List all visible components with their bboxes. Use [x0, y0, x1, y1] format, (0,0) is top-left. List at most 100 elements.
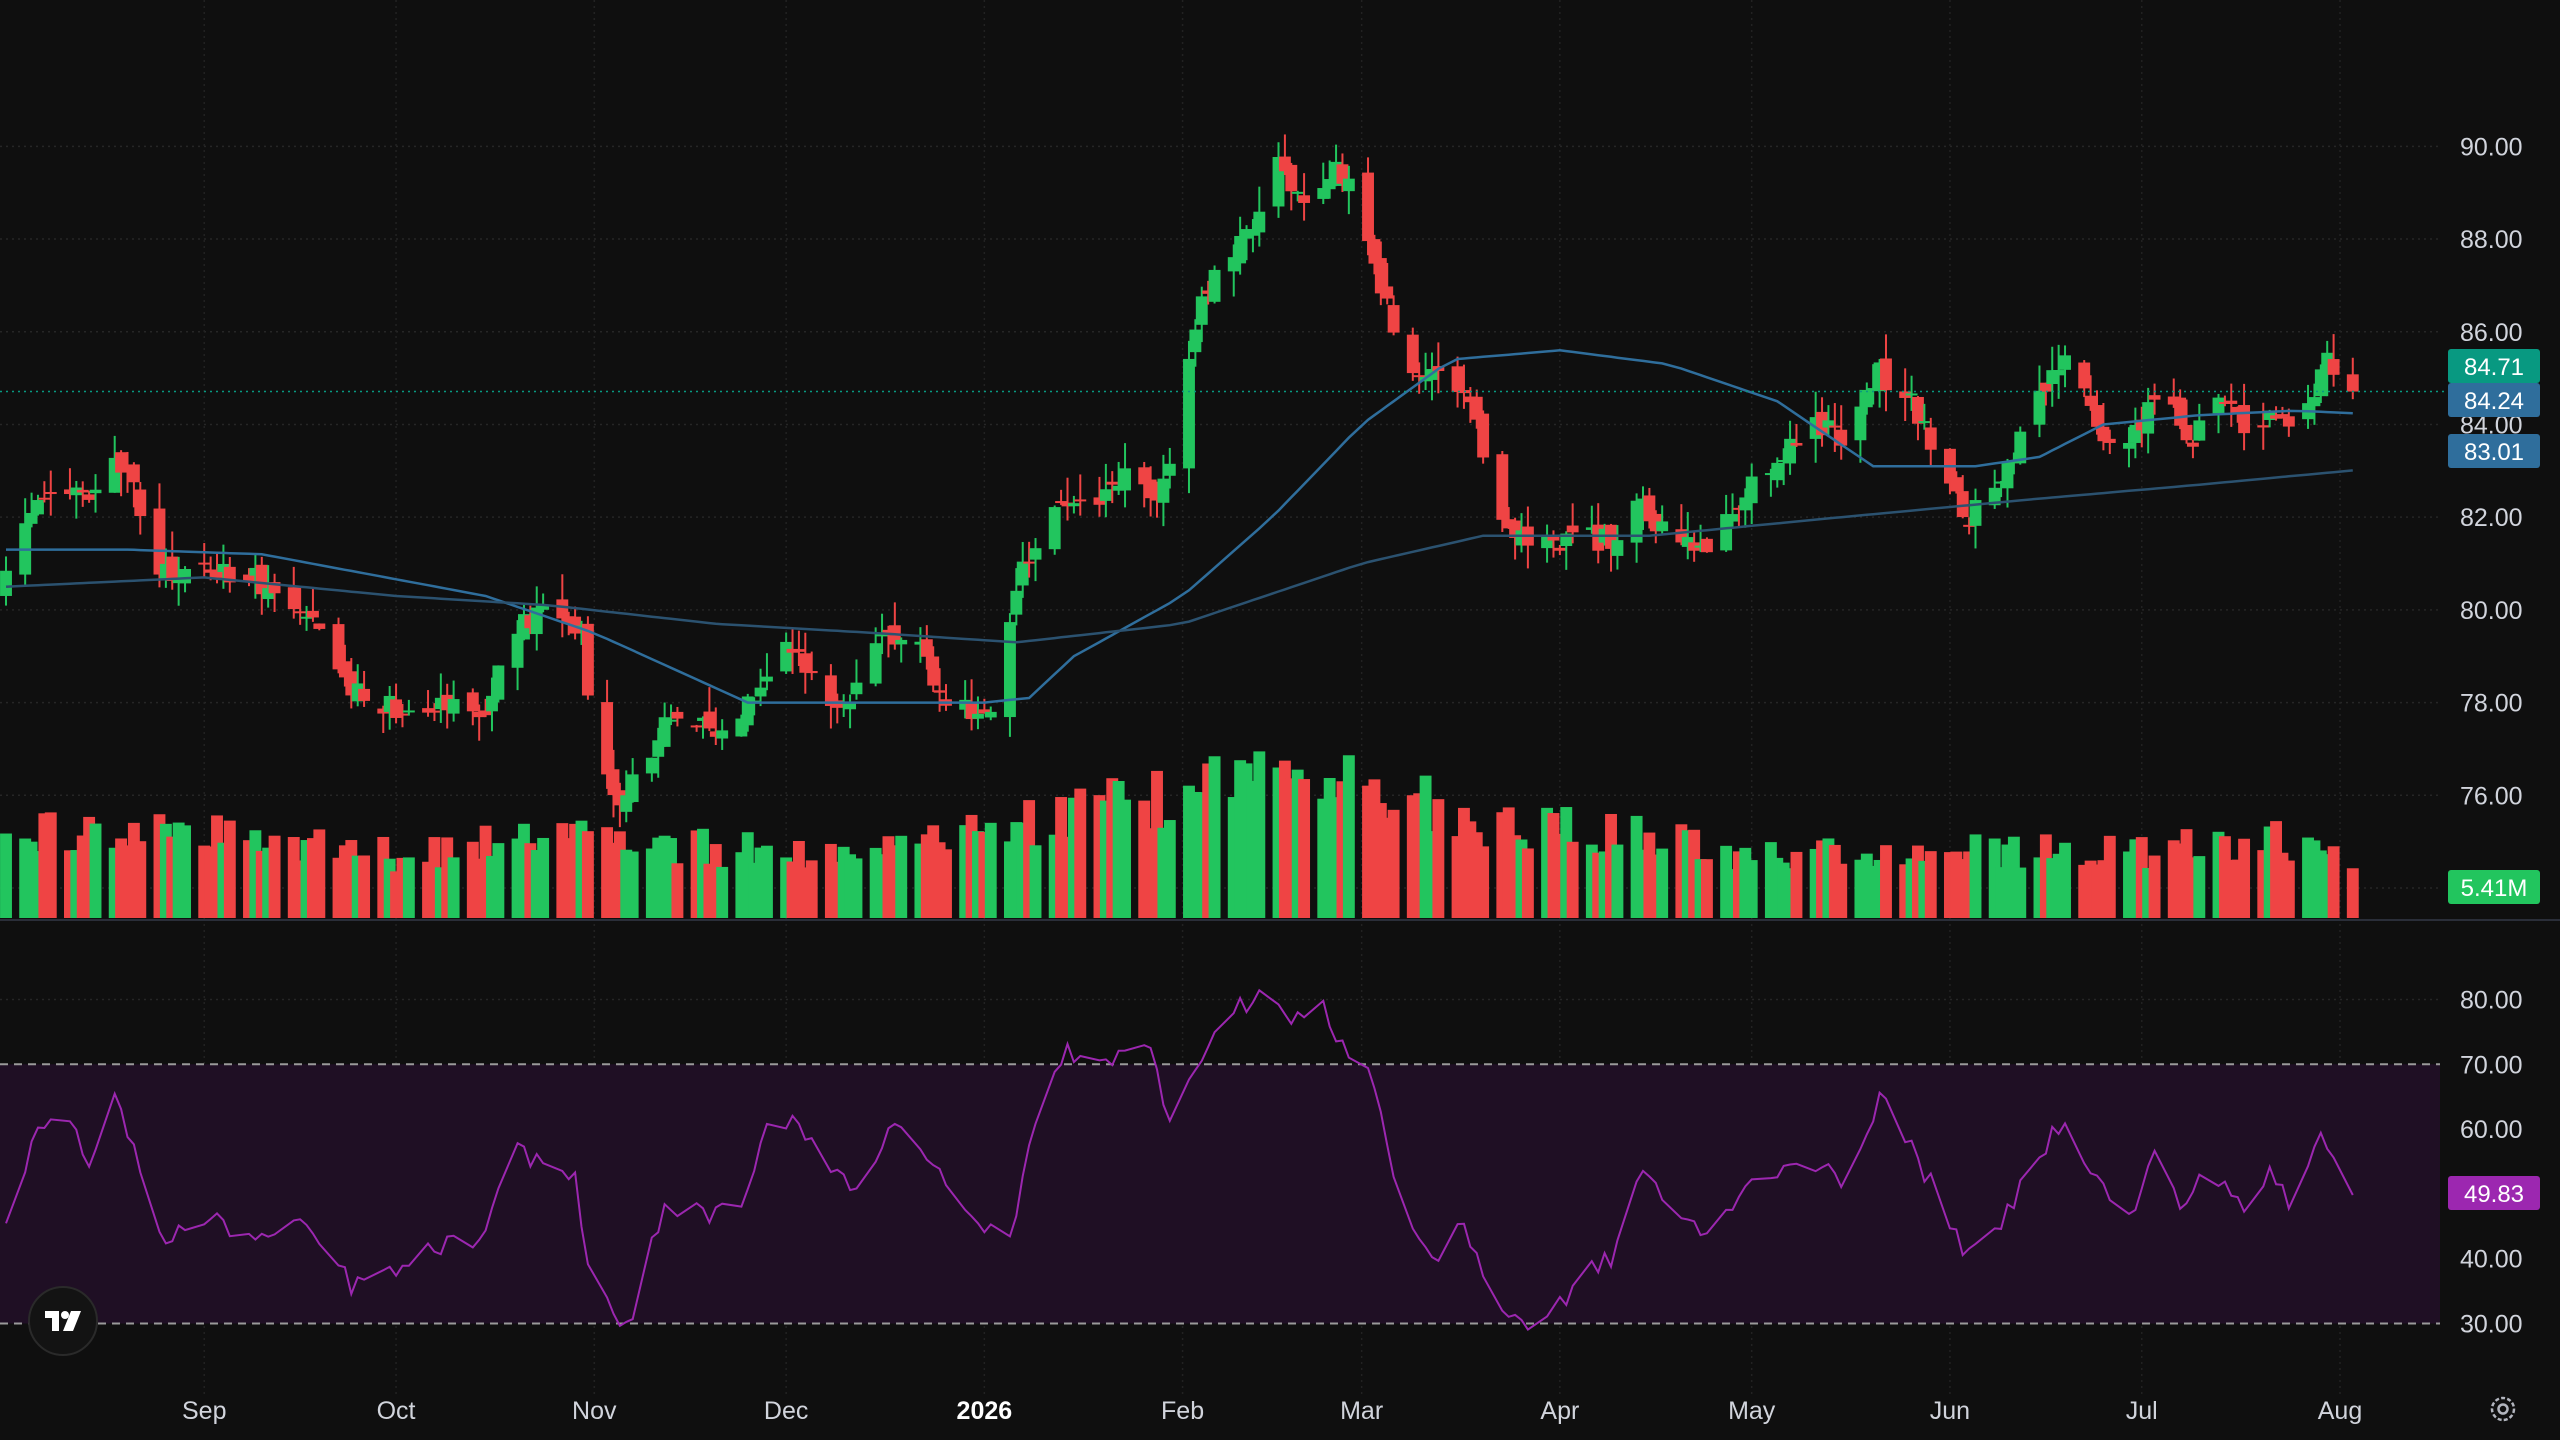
candle[interactable]: [1010, 568, 1023, 626]
candle[interactable]: [1157, 454, 1170, 527]
candle[interactable]: [1720, 494, 1733, 552]
candle[interactable]: [351, 664, 364, 707]
candle[interactable]: [1278, 134, 1291, 176]
candle[interactable]: [1739, 488, 1752, 528]
candle[interactable]: [799, 632, 812, 694]
candle[interactable]: [2059, 345, 2071, 388]
candle[interactable]: [1055, 489, 1068, 505]
candle[interactable]: [1860, 382, 1873, 415]
candle[interactable]: [1023, 541, 1036, 578]
candle[interactable]: [805, 651, 818, 681]
candle[interactable]: [626, 758, 639, 803]
candle[interactable]: [1963, 517, 1976, 535]
candle[interactable]: [2001, 458, 2014, 508]
candle[interactable]: [697, 716, 709, 739]
candle[interactable]: [965, 679, 978, 731]
candle[interactable]: [2039, 382, 2052, 406]
candle[interactable]: [665, 704, 677, 726]
candle[interactable]: [1144, 466, 1157, 517]
candle[interactable]: [882, 625, 895, 658]
candle[interactable]: [1016, 542, 1029, 598]
candle[interactable]: [1106, 471, 1119, 504]
candle[interactable]: [268, 573, 281, 613]
candle[interactable]: [89, 474, 102, 513]
candle[interactable]: [1323, 160, 1336, 199]
candle[interactable]: [422, 690, 434, 717]
settings-button[interactable]: [2486, 1392, 2520, 1426]
candle[interactable]: [377, 705, 390, 734]
candle[interactable]: [313, 623, 326, 631]
candle[interactable]: [1163, 447, 1176, 489]
candle[interactable]: [1496, 451, 1509, 532]
candle[interactable]: [2129, 407, 2142, 459]
candle[interactable]: [1374, 241, 1387, 306]
candle[interactable]: [2167, 378, 2180, 408]
candle[interactable]: [255, 556, 268, 615]
candle[interactable]: [1509, 517, 1522, 560]
candle[interactable]: [1694, 524, 1707, 553]
candle[interactable]: [2321, 340, 2334, 397]
candle[interactable]: [2084, 375, 2097, 411]
candle[interactable]: [2097, 402, 2110, 451]
candle[interactable]: [1138, 461, 1151, 508]
candle[interactable]: [1234, 216, 1247, 275]
candle[interactable]: [2270, 406, 2283, 421]
candle[interactable]: [709, 707, 722, 746]
candle[interactable]: [716, 719, 729, 750]
candle[interactable]: [25, 492, 38, 528]
candle[interactable]: [76, 481, 89, 507]
candle[interactable]: [575, 620, 588, 645]
candle[interactable]: [249, 554, 262, 599]
candle[interactable]: [2148, 383, 2161, 415]
candle[interactable]: [1541, 524, 1554, 563]
candle[interactable]: [569, 606, 582, 640]
candle[interactable]: [959, 680, 972, 719]
candle[interactable]: [1515, 513, 1528, 553]
candle[interactable]: [1477, 410, 1490, 464]
candle[interactable]: [127, 462, 140, 508]
candle[interactable]: [1681, 512, 1694, 560]
candle[interactable]: [1048, 505, 1061, 555]
candle[interactable]: [1413, 362, 1426, 394]
candle[interactable]: [1764, 468, 1777, 497]
candle[interactable]: [32, 494, 44, 516]
candle[interactable]: [1835, 405, 1848, 460]
candle[interactable]: [927, 646, 940, 692]
candle[interactable]: [1227, 244, 1240, 297]
candle[interactable]: [530, 586, 543, 651]
candle[interactable]: [1451, 356, 1464, 408]
candle[interactable]: [1317, 162, 1330, 205]
candle[interactable]: [671, 706, 684, 727]
candle[interactable]: [1189, 319, 1202, 367]
candle[interactable]: [1630, 493, 1643, 563]
candle[interactable]: [1208, 265, 1221, 304]
candle[interactable]: [1368, 234, 1381, 275]
candle[interactable]: [1924, 417, 1937, 466]
candle[interactable]: [895, 637, 908, 663]
candle[interactable]: [537, 593, 550, 613]
candle[interactable]: [358, 670, 371, 707]
candle[interactable]: [1291, 190, 1304, 202]
candle[interactable]: [1726, 493, 1739, 529]
candle[interactable]: [1464, 387, 1477, 423]
candle[interactable]: [1950, 471, 1963, 494]
candle[interactable]: [850, 659, 863, 700]
candle[interactable]: [2103, 429, 2116, 455]
candle[interactable]: [2193, 403, 2206, 441]
candle[interactable]: [1202, 280, 1215, 305]
candle[interactable]: [1899, 368, 1912, 422]
candle[interactable]: [620, 770, 633, 823]
candle[interactable]: [1272, 142, 1285, 218]
candle[interactable]: [2180, 399, 2193, 444]
candle[interactable]: [1406, 327, 1419, 381]
candle[interactable]: [2257, 402, 2270, 450]
candle[interactable]: [262, 565, 275, 608]
candle[interactable]: [792, 630, 805, 667]
candle[interactable]: [780, 632, 793, 674]
candle[interactable]: [1777, 448, 1790, 486]
candle[interactable]: [1675, 504, 1688, 546]
candle[interactable]: [761, 653, 773, 691]
candle[interactable]: [1918, 403, 1931, 430]
